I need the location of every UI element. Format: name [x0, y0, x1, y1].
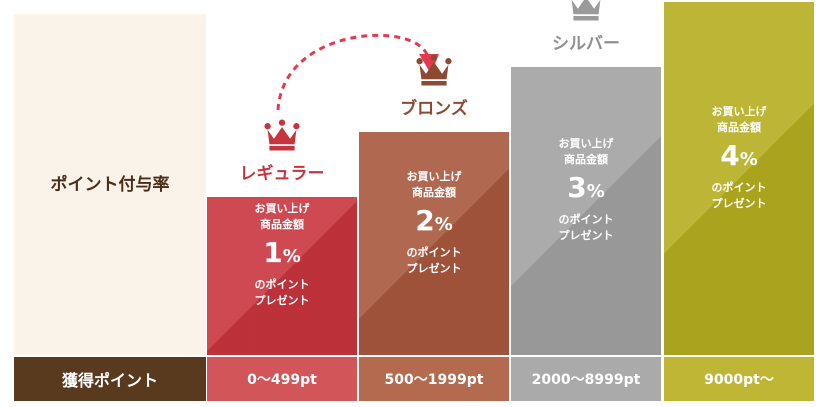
bar-text-line2: 商品金額 [717, 120, 761, 134]
crown-icon [264, 119, 300, 151]
tier-rate: 2% [359, 201, 509, 245]
tier-rate: 4% [664, 136, 814, 180]
tier-rate: 1% [207, 233, 357, 277]
crown-icon [416, 54, 452, 86]
tier-rate: 3% [511, 168, 661, 212]
arrow-curve [276, 33, 430, 111]
tier-name: レギュラー [239, 164, 325, 184]
tier-rate-value: 3 [567, 171, 587, 204]
bar-text-line2: 商品金額 [412, 185, 456, 199]
footer-label: 獲得ポイント [14, 357, 206, 401]
row-label: ポイント付与率 [50, 175, 170, 195]
bar-text-line4: プレゼント [711, 196, 767, 210]
tier-bar: お買い上げ 商品金額 3% のポイント プレゼント [511, 67, 661, 355]
bar-text-line2: 商品金額 [260, 218, 304, 231]
tier-range: 0〜499pt [207, 357, 357, 401]
tier-bar: お買い上げ 商品金額 2% のポイント プレゼント [359, 132, 509, 355]
tier-bar: お買い上げ 商品金額 4% のポイント プレゼント [664, 2, 814, 355]
bar-text-line1: お買い上げ [406, 169, 462, 183]
bar-text-line3: のポイント [711, 180, 767, 194]
bar-text-line1: お買い上げ [558, 137, 614, 150]
bar-text-line1: お買い上げ [711, 104, 767, 118]
bar-text-line2: 商品金額 [564, 153, 608, 166]
tier-range: 500〜1999pt [359, 357, 509, 401]
bar-text-line3: のポイント [406, 245, 462, 259]
crown-icon [571, 0, 601, 21]
tier-rate-value: 2 [415, 203, 435, 237]
tier-range: 9000pt〜 [664, 357, 814, 401]
tier-rate-value: 4 [720, 138, 740, 172]
bar-text-line4: プレゼント [254, 294, 310, 307]
bar-text-line3: のポイント [558, 213, 614, 226]
bar-text-line4: プレゼント [406, 261, 462, 275]
tier-rate-unit: % [282, 246, 301, 267]
tier-bar: お買い上げ 商品金額 1% のポイント プレゼント [207, 197, 357, 355]
tier-rate-unit: % [434, 213, 453, 235]
tier-rate-unit: % [586, 181, 605, 202]
tier-rate-value: 1 [263, 236, 283, 269]
bar-text-line4: プレゼント [558, 229, 614, 242]
bar-text-line1: お買い上げ [254, 202, 310, 215]
tier-rate-unit: % [739, 148, 758, 170]
bar-text-line3: のポイント [254, 278, 310, 291]
tier-range: 2000〜8999pt [511, 357, 661, 401]
label-column [14, 14, 206, 355]
tier-name: ブロンズ [400, 99, 468, 119]
tier-name: シルバー [552, 34, 620, 54]
